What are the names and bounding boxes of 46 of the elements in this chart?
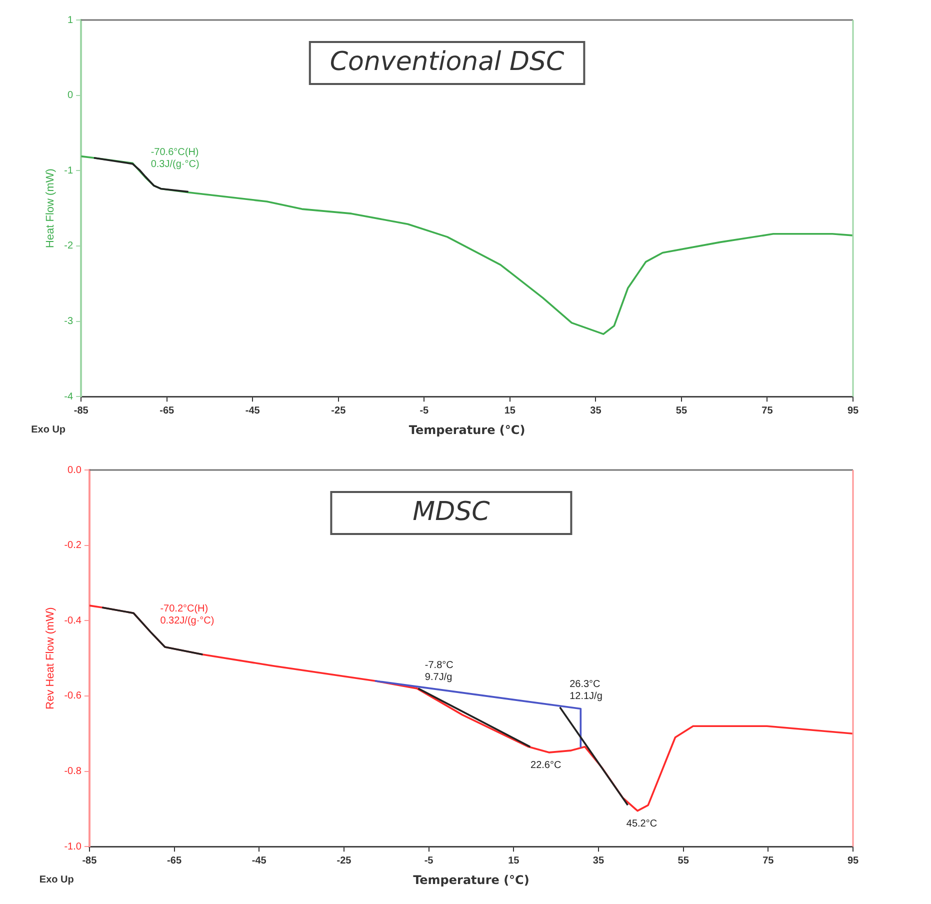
x-tick-label: -25 <box>331 405 346 416</box>
x-tick-label: -45 <box>252 855 267 866</box>
annotation: -70.6°C(H) 0.3J/(g·°C) <box>150 146 200 170</box>
y-tick-label: 0.0 <box>68 464 82 476</box>
y-tick-label: -1 <box>64 165 74 176</box>
x-tick-label: -65 <box>160 405 175 416</box>
x-tick-label: 75 <box>762 405 774 416</box>
x-tick-label: 35 <box>592 855 604 866</box>
y-tick-label: -4 <box>64 391 74 402</box>
x-tick-label: -5 <box>424 855 434 866</box>
y-tick-label: 0 <box>68 90 74 102</box>
text: MDSC <box>412 496 491 527</box>
x-tick-label: 95 <box>847 855 859 866</box>
y-tick-label: 1 <box>68 14 74 26</box>
x-tick-label: 35 <box>590 405 602 416</box>
x-tick-label: 15 <box>508 855 520 866</box>
x-tick-label: 95 <box>847 405 859 416</box>
x-tick-label: -65 <box>167 855 182 866</box>
x-tick-label: 55 <box>676 405 688 416</box>
y-tick-label: -3 <box>64 316 74 328</box>
y-tick-label: -1.0 <box>64 841 82 852</box>
annotation: 22.6°C <box>530 760 562 772</box>
y-axis-title: Rev Heat Flow (mW) <box>44 607 57 710</box>
x-axis-title: Temperature (°C) <box>408 422 526 437</box>
x-tick-label: -5 <box>420 405 430 416</box>
x-tick-label: 15 <box>504 405 516 416</box>
annotation: 45.2°C <box>626 818 658 830</box>
annotation: -7.8°C 9.7J/g <box>424 660 454 684</box>
y-tick-label: -0.6 <box>64 690 82 702</box>
y-tick-label: -0.4 <box>64 615 82 626</box>
x-tick-label: -25 <box>336 855 352 866</box>
annotation: 26.3°C 12.1J/g <box>570 679 602 702</box>
x-tick-label: -85 <box>74 405 89 416</box>
x-axis-title: Temperature (°C) <box>413 872 530 887</box>
x-tick-label: -45 <box>245 405 260 416</box>
text: Conventional DSC <box>330 46 566 77</box>
y-tick-label: -2 <box>64 240 74 252</box>
annotation: -70.2°C(H) 0.32J/(g·°C) <box>160 604 214 627</box>
text: Exo Up <box>39 874 74 886</box>
y-tick-label: -0.8 <box>64 766 82 778</box>
x-tick-label: -85 <box>82 855 98 866</box>
x-tick-label: 55 <box>678 855 690 866</box>
y-axis-title: Heat Flow (mW) <box>44 168 57 248</box>
text: Exo Up <box>31 424 66 436</box>
x-tick-label: 75 <box>762 855 774 866</box>
y-tick-label: -0.2 <box>64 540 82 552</box>
